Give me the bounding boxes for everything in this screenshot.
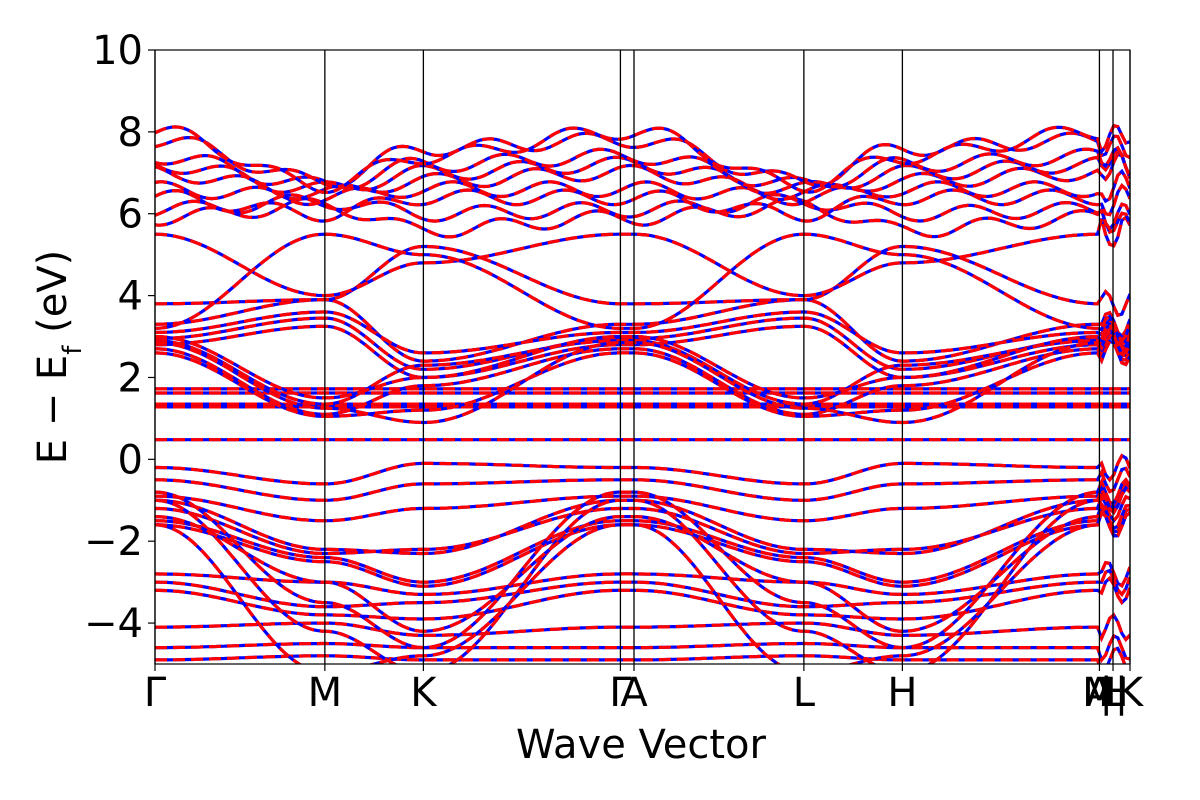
x-tick-separator: | <box>1115 670 1128 716</box>
band-curve <box>155 575 1130 621</box>
band-curve <box>155 131 1130 189</box>
y-tick-label: 2 <box>118 355 143 401</box>
band-curve <box>155 310 1130 355</box>
y-axis-title: E − Ef (eV) <box>30 250 88 465</box>
y-tick-label: −4 <box>84 601 143 647</box>
band-curve <box>155 232 1130 344</box>
band-curve <box>155 633 1130 664</box>
x-tick-label: M <box>1082 670 1117 716</box>
band-curve <box>155 339 1130 419</box>
band-curve <box>155 509 1130 664</box>
band-curve <box>155 196 1130 239</box>
band-curve <box>155 492 1130 556</box>
y-axis: 10 8 6 4 2 0 −2 −4 <box>84 28 155 647</box>
band-curve <box>155 244 1130 318</box>
x-tick-separator: | <box>1099 670 1112 716</box>
x-tick-label: K <box>410 670 438 716</box>
band-curve <box>155 453 1130 486</box>
x-tick-label: H <box>1098 670 1128 716</box>
y-tick-label: 6 <box>118 192 143 238</box>
x-tick-label: Γ <box>609 670 632 716</box>
band-curve <box>155 646 1127 664</box>
band-curve <box>155 183 1130 223</box>
x-tick-label: K <box>1117 670 1145 716</box>
plot-frame <box>154 49 1131 665</box>
band-curve <box>155 481 1130 523</box>
x-tick-label: M <box>308 670 343 716</box>
band-curve <box>155 568 1130 609</box>
band-curve <box>155 145 1130 191</box>
band-curve <box>155 477 1130 650</box>
x-tick-label: Γ <box>144 670 167 716</box>
band-curve <box>155 215 1130 298</box>
band-curve <box>155 484 1130 664</box>
x-axis-title: Wave Vector <box>516 722 767 768</box>
x-tick-label: L <box>1102 670 1125 716</box>
band-curve <box>155 500 1130 633</box>
band-curve <box>155 325 1130 406</box>
band-curve <box>155 327 1130 425</box>
y-tick-label: −2 <box>84 519 143 565</box>
y-tick-label: 8 <box>118 110 143 156</box>
y-axis-title-unit: (eV) <box>30 250 76 346</box>
band-curve <box>155 612 1130 643</box>
band-curve <box>155 168 1130 207</box>
y-tick-label: 10 <box>92 28 143 74</box>
y-tick-label: 0 <box>118 437 143 483</box>
band-curve <box>155 146 1130 195</box>
y-axis-title-main: E − E <box>30 355 76 465</box>
band-curve <box>155 505 1130 584</box>
x-tick-label: H <box>887 670 917 716</box>
y-tick-label: 4 <box>118 274 143 320</box>
band-curve <box>155 321 1130 400</box>
band-curve <box>155 466 1130 502</box>
x-tick-label: A <box>620 670 648 716</box>
band-lines <box>155 123 1130 664</box>
x-tick-label: L <box>793 670 816 716</box>
band-curve <box>155 334 1130 416</box>
x-tick-label: A <box>1086 670 1114 716</box>
y-axis-title-subscript: f <box>58 345 88 355</box>
band-curve <box>155 123 1130 195</box>
band-curve <box>155 215 1130 298</box>
